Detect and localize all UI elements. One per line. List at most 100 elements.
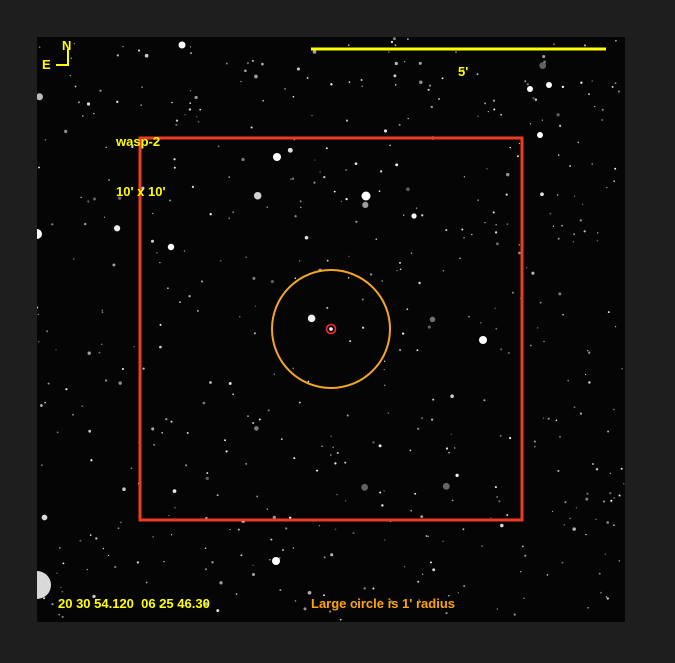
star [361,191,371,201]
star [411,213,417,219]
star [557,469,560,472]
star [312,50,317,54]
star [347,277,350,279]
star [95,537,98,540]
star [453,447,456,449]
star [613,497,616,499]
star [447,594,450,597]
star [613,524,615,527]
star [273,153,281,161]
star [82,115,84,117]
star [542,417,545,419]
star [88,429,92,433]
star [398,261,402,264]
star [375,238,378,241]
star [228,176,230,178]
star [262,99,265,102]
star [567,379,570,382]
star [175,119,179,122]
star [175,123,178,126]
star [381,280,383,282]
compass-north-label: N [62,38,72,53]
star [246,61,250,65]
star [601,108,604,111]
star [172,489,177,493]
star [284,88,286,90]
bright-star-edge [37,229,42,239]
star [269,559,271,561]
star [251,572,256,577]
star [86,102,91,106]
star [450,394,454,399]
star [425,535,428,537]
star [104,379,108,382]
star [392,37,396,41]
star [572,527,576,531]
star [363,587,366,590]
star [614,325,617,328]
star [594,105,596,108]
star [258,418,261,421]
star [596,239,599,242]
star [141,86,144,89]
star [80,196,82,199]
star [329,327,333,331]
star [323,594,325,597]
star [583,44,587,47]
star [87,351,91,355]
star [199,108,201,111]
star [509,437,512,440]
star [518,251,521,255]
star [529,344,532,347]
star [330,83,333,86]
star [121,367,124,371]
star [623,483,625,485]
star [299,200,302,203]
star [496,496,499,498]
star [225,450,228,453]
star [495,327,498,330]
star [598,572,601,575]
star [579,219,582,222]
star [563,524,566,526]
star [346,414,349,417]
star [534,98,538,101]
star [151,427,155,431]
star [270,538,273,541]
star [219,259,222,262]
star [254,74,258,79]
star [518,243,521,246]
star [41,514,48,521]
star [186,431,189,434]
stars [37,37,625,621]
star [345,169,347,171]
star [520,571,522,573]
star [307,314,316,323]
star [552,225,555,227]
star [217,145,220,148]
star [526,83,529,86]
compass-east-label: E [42,57,51,72]
star [484,102,487,105]
star [51,603,54,606]
star [167,243,175,251]
star [205,476,209,481]
star [336,451,339,454]
star [523,597,525,599]
star [253,332,256,335]
star [451,499,454,502]
star [79,539,82,542]
star [306,77,309,79]
star [254,426,259,431]
star [194,95,198,100]
star [481,545,483,547]
star [330,435,332,438]
star [415,207,418,209]
star [463,585,466,588]
star [487,110,489,113]
star [483,399,486,402]
star [533,445,536,448]
bright-star-glow [37,571,51,599]
star [325,147,328,150]
star [583,230,586,233]
